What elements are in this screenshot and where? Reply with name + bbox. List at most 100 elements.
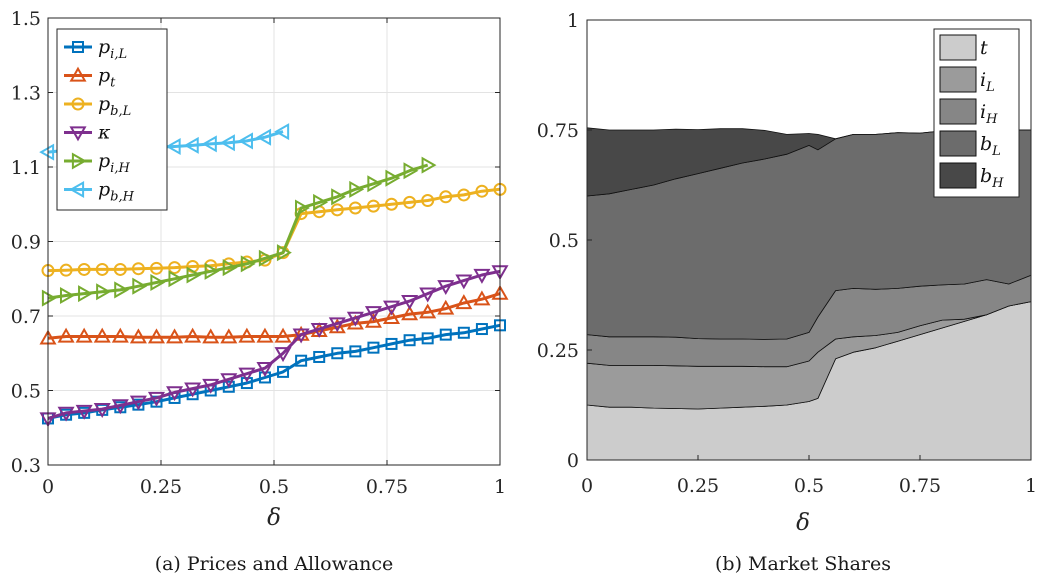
market-shares-y-tick-label: 0.5 [549,230,579,252]
series-p-i-l-marker [439,328,452,341]
series-p-t-marker [238,327,256,343]
series-p-i-l-marker [475,323,488,336]
series-kappa-marker [202,378,220,394]
series-p-t-marker [328,318,346,334]
series-p-b-l-marker [168,261,182,275]
prices-x-tick-label: 0.5 [259,476,289,498]
series-kappa-marker [238,367,256,383]
legend-p-t-label-main: p [98,65,110,87]
legend-p-b-h: pb,H [64,179,135,205]
series-kappa-marker [364,306,382,322]
legend-p-i-h: pi,H [64,150,130,176]
market-shares-y-tick-label: 0.25 [537,340,579,362]
series-p-i-l-marker [258,371,271,384]
series-kappa-marker [220,373,238,389]
prices-caption: (a) Prices and Allowance [155,553,394,575]
legend-p-b-l-label-main: p [98,93,110,115]
legend-share-b-h-label: bH [980,165,1004,191]
series-p-i-h-marker [258,249,274,267]
series-p-i-h-marker [132,277,148,295]
legend-p-b-l-label-sub: b,L [110,104,131,119]
series-kappa-marker [455,274,473,290]
prices-series [39,123,509,428]
market-shares-x-tick-label: 0 [581,475,593,497]
series-kappa-marker [166,386,184,402]
series-p-t-marker [75,327,93,343]
series-p-t-marker [437,299,455,315]
series-p-i-h-marker [150,273,166,291]
market-shares-x-axis-label: δ [796,510,810,536]
series-kappa-marker [328,317,346,333]
legend-share-i-l: iL [939,66,995,95]
series-kappa-marker [346,311,364,327]
series-kappa-marker [93,403,111,418]
series-p-i-h-marker [385,169,401,187]
series-p-t-marker [455,294,473,310]
series-p-b-l-marker [59,263,73,277]
series-p-b-l-marker [439,190,453,204]
series-p-b-l-marker [77,262,91,276]
legend-kappa: κ [64,122,111,144]
series-p-b-h-marker [219,134,235,152]
prices-chart: 0 0.25 0.5 0.75 10.30.50.70.91.11.31.5 δ pi,… [11,8,509,575]
prices-y-tick-label: 1.1 [11,157,41,179]
series-p-i-l-marker [349,345,362,358]
legend-share-b-h-swatch [939,162,977,189]
series-p-i-h-marker [186,266,202,284]
legend-share-b-h-label-sub: H [991,176,1004,191]
series-p-i-l-marker [277,365,290,378]
series-p-b-l-marker [113,262,127,276]
series-p-i-h-marker [349,180,365,198]
legend-p-b-l: pb,L [64,93,131,119]
legend-kappa-swatch-marker [69,126,87,142]
series-p-i-h-marker [96,283,112,301]
prices-x-tick-label: 0.75 [366,476,408,498]
legend-share-i-l-label-main: i [980,69,986,91]
legend-share-t-label: t [980,37,988,59]
series-p-i-h-marker [41,289,57,307]
series-kappa-marker [419,287,437,303]
series-p-i-h-marker [222,259,238,277]
series-p-b-l-marker [366,199,380,213]
series-kappa-marker [437,280,455,296]
legend-p-i-l-swatch-marker [72,41,84,53]
series-p-i-h-marker [276,244,292,262]
series-p-t-marker [129,328,147,344]
series-p-i-h-marker [295,199,310,217]
series-p-b-l-marker [131,262,145,276]
series-p-t-marker [274,327,292,343]
legend-p-i-h-label: pi,H [98,150,130,176]
series-kappa-marker [473,268,491,284]
series-kappa-marker [184,382,202,398]
series-kappa-marker [256,362,274,377]
market-shares-y-tick-label: 0 [567,450,579,472]
legend-share-b-h-label-main: b [980,165,992,187]
series-p-t-marker [256,327,274,343]
series-p-t-marker [419,303,437,319]
series-p-b-h-marker [165,137,181,156]
series-p-i-h-marker [204,262,220,280]
prices-y-tick-label: 1.3 [11,83,41,105]
series-p-b-h-marker [256,128,272,146]
series-p-b-l-marker [149,261,163,275]
market-shares-y-tick-label: 0.75 [537,120,579,142]
prices-y-tick-label: 1.5 [11,8,41,30]
legend-p-b-h-label: pb,H [98,179,135,205]
legend-p-t-swatch-marker [69,66,87,82]
prices-y-tick-label: 0.5 [11,381,41,403]
series-kappa-marker [274,347,292,363]
legend-p-i-l-label-main: p [98,36,110,58]
prices-x-axis-label: δ [267,505,281,531]
series-p-i-l-marker [222,380,235,393]
series-p-i-l-marker [313,350,326,363]
legend-share-i-l-label: iL [980,69,995,95]
series-p-b-h-marker [201,135,217,153]
series-p-t-marker [184,327,202,343]
market-shares-caption: (b) Market Shares [715,553,891,575]
series-p-b-h-marker [274,123,290,141]
series-p-t-marker [364,312,382,328]
prices-legend-box [56,28,168,211]
legend-share-i-h-label: iH [980,101,998,127]
